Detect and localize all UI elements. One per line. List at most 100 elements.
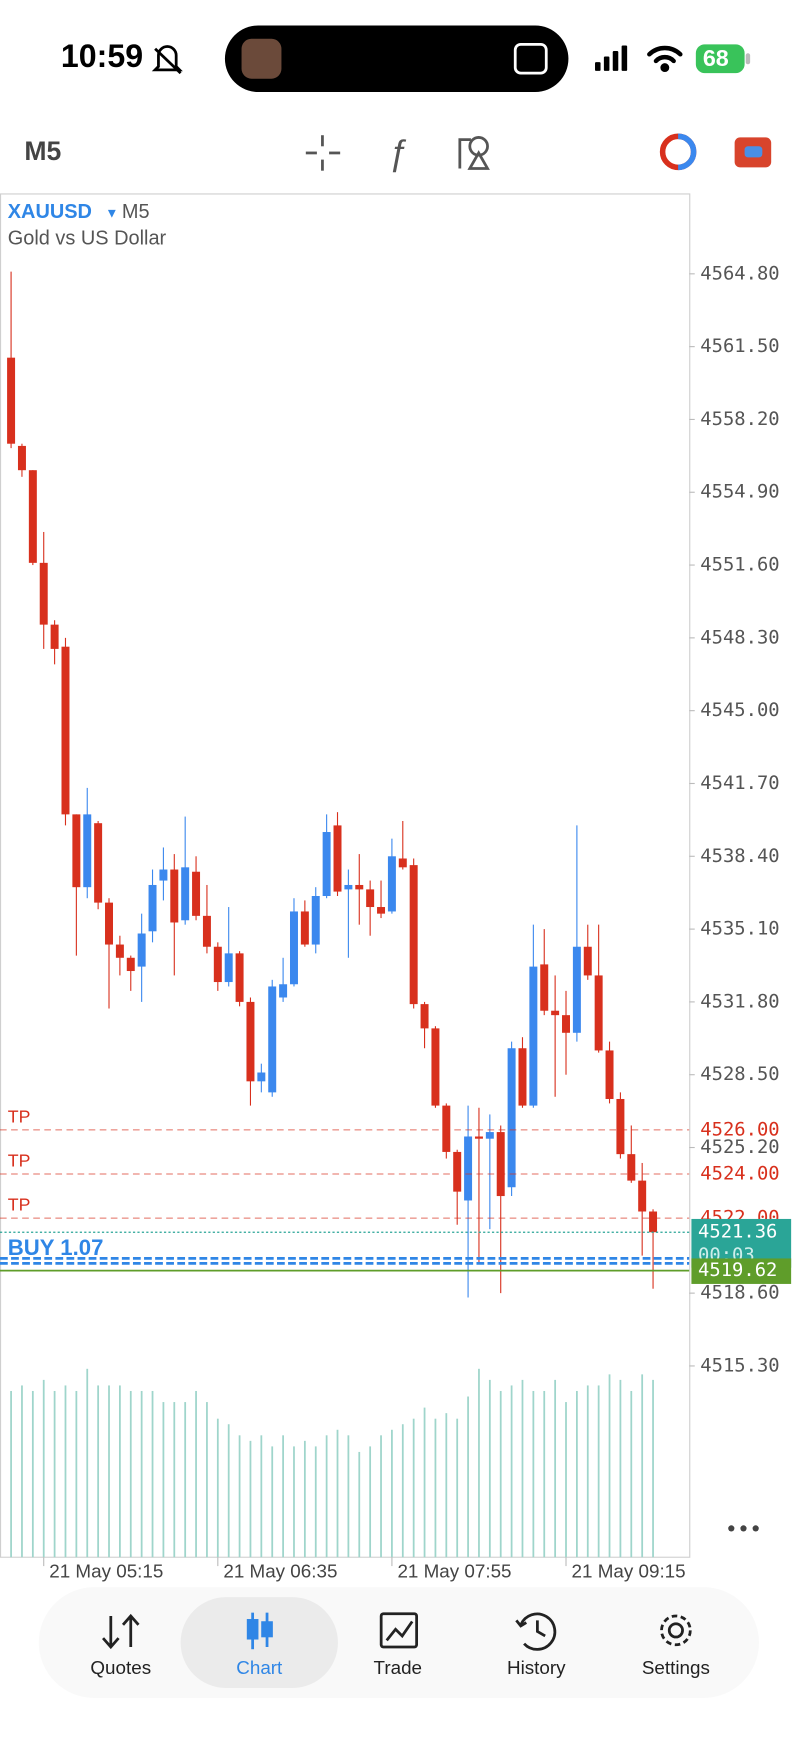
battery-level: 68 bbox=[703, 45, 729, 71]
candle-body bbox=[192, 871, 201, 916]
y-tick-label: 4535.10 bbox=[700, 919, 779, 940]
volume-bar bbox=[42, 1379, 45, 1558]
volume-bar bbox=[543, 1390, 546, 1558]
candle-body bbox=[638, 1180, 647, 1212]
volume-bar bbox=[401, 1424, 404, 1558]
candle-body bbox=[28, 470, 37, 563]
volume-bar bbox=[467, 1396, 469, 1558]
candle-body bbox=[453, 1151, 462, 1192]
volume-bar bbox=[576, 1390, 578, 1558]
tp-label: TP bbox=[8, 1106, 31, 1126]
chart-frame bbox=[0, 193, 691, 1558]
candle-body bbox=[649, 1211, 658, 1233]
candle-body bbox=[224, 953, 233, 983]
candle-body bbox=[605, 1050, 614, 1099]
candle-body bbox=[551, 1010, 560, 1016]
volume-bar bbox=[423, 1407, 426, 1558]
candle-body bbox=[105, 902, 113, 945]
volume-bar bbox=[641, 1374, 644, 1558]
indicators-button[interactable]: ƒ bbox=[388, 133, 408, 174]
timeframe-button[interactable]: M5 bbox=[24, 136, 61, 166]
volume-bar bbox=[608, 1374, 611, 1558]
candle-body bbox=[366, 889, 375, 908]
candle-body bbox=[257, 1072, 266, 1082]
volume-bar bbox=[162, 1402, 165, 1558]
volume-bar bbox=[456, 1418, 459, 1558]
trade-toggle-button[interactable] bbox=[659, 133, 697, 171]
volume-bar bbox=[510, 1385, 513, 1558]
more-button[interactable] bbox=[728, 1525, 759, 1532]
x-tick-label: 21 May 06:35 bbox=[223, 1561, 337, 1582]
volume-bar bbox=[488, 1379, 491, 1558]
tab-history[interactable]: History bbox=[507, 1657, 566, 1678]
candle-body bbox=[311, 896, 320, 945]
dynamic-island bbox=[224, 25, 569, 92]
objects-button[interactable] bbox=[458, 136, 490, 170]
candle-body bbox=[355, 884, 364, 890]
candle-body bbox=[213, 946, 222, 983]
tp-label: TP bbox=[8, 1195, 31, 1215]
clock: 10:59 bbox=[61, 38, 143, 74]
volume-bar bbox=[325, 1435, 328, 1558]
y-tick-label: 4548.30 bbox=[700, 627, 779, 648]
y-tick-label: 4551.60 bbox=[700, 555, 779, 576]
volume-bar bbox=[238, 1435, 241, 1558]
tab-quotes[interactable]: Quotes bbox=[90, 1657, 151, 1678]
candle-body bbox=[409, 865, 418, 1005]
candle-body bbox=[279, 984, 288, 998]
volume-bar bbox=[140, 1390, 143, 1558]
candle-body bbox=[474, 1136, 483, 1139]
tab-chart[interactable]: Chart bbox=[236, 1657, 283, 1678]
volume-bar bbox=[282, 1435, 284, 1558]
volume-bar bbox=[184, 1402, 187, 1558]
volume-bar bbox=[97, 1385, 100, 1558]
volume-bar bbox=[249, 1440, 252, 1558]
volume-bar bbox=[10, 1390, 12, 1558]
y-tick-label: 4558.20 bbox=[700, 409, 779, 430]
symbol-description: Gold vs US Dollar bbox=[8, 228, 167, 250]
candle-body bbox=[7, 357, 16, 444]
candle-body bbox=[583, 946, 592, 976]
candle-body bbox=[627, 1154, 636, 1181]
y-tick-label: 4538.40 bbox=[700, 846, 779, 867]
symbol[interactable]: XAUUSD bbox=[8, 201, 92, 223]
symbol-dropdown[interactable]: ▼ bbox=[105, 205, 118, 220]
tab-settings[interactable]: Settings bbox=[642, 1657, 710, 1678]
candle-body bbox=[540, 964, 549, 1011]
one-click-button[interactable] bbox=[734, 137, 772, 168]
volume-bar bbox=[31, 1390, 34, 1558]
volume-bar bbox=[206, 1402, 208, 1558]
volume-bar bbox=[151, 1390, 154, 1558]
volume-bar bbox=[260, 1435, 263, 1558]
candle-body bbox=[518, 1048, 527, 1106]
y-tick-label: 4525.20 bbox=[700, 1137, 779, 1158]
signal-icon bbox=[595, 45, 628, 71]
candle-body bbox=[300, 911, 309, 945]
candle-body bbox=[115, 944, 124, 958]
volume-bar bbox=[380, 1435, 382, 1558]
tab-trade[interactable]: Trade bbox=[374, 1657, 422, 1678]
x-tick-label: 21 May 05:15 bbox=[49, 1561, 163, 1582]
volume-bar bbox=[630, 1390, 633, 1558]
candle-body bbox=[159, 869, 168, 881]
crosshair-button[interactable] bbox=[305, 135, 341, 171]
candle-body bbox=[333, 825, 342, 892]
candle-body bbox=[442, 1105, 451, 1152]
trade-icon bbox=[379, 1612, 419, 1649]
candle-body bbox=[170, 869, 179, 923]
candle-body bbox=[39, 562, 48, 625]
position-label: BUY 1.07 bbox=[8, 1235, 104, 1260]
candle-body bbox=[616, 1098, 625, 1155]
chart-icon bbox=[246, 1612, 273, 1650]
candle-body bbox=[387, 856, 396, 912]
active-tab-highlight bbox=[180, 1597, 338, 1689]
tp-price-label: 4526.00 bbox=[700, 1119, 779, 1140]
volume-bar bbox=[227, 1424, 230, 1558]
volume-bar bbox=[586, 1385, 589, 1558]
volume-bar bbox=[565, 1402, 567, 1558]
volume-bar bbox=[271, 1446, 274, 1558]
app-icon bbox=[241, 38, 282, 79]
candle-body bbox=[72, 814, 81, 888]
candle-body bbox=[50, 624, 59, 649]
tp-label: TP bbox=[8, 1150, 31, 1170]
